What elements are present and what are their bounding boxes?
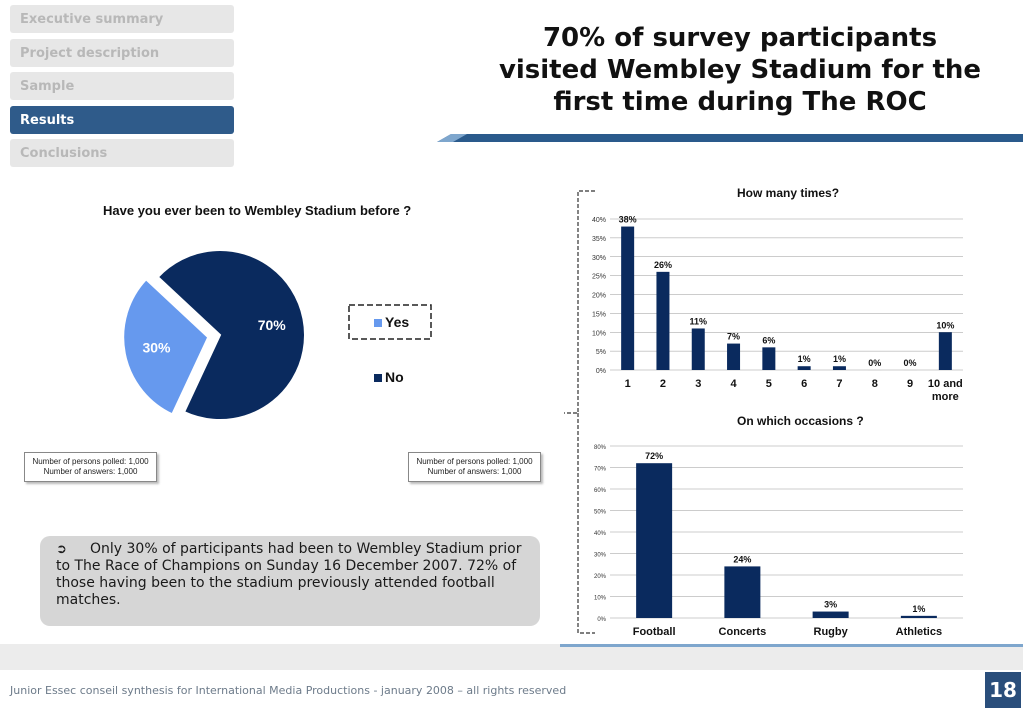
chart-bracket	[564, 190, 595, 634]
arrow-bullet-icon: ➲	[56, 542, 67, 557]
times-data-label: 26%	[654, 260, 672, 270]
times-x-tick: 7	[836, 378, 842, 390]
occasion-data-label: 72%	[645, 451, 663, 461]
pie-label-yes: 30%	[142, 339, 171, 355]
legend-no-swatch	[374, 374, 382, 382]
page-title: 70% of survey participants visited Wembl…	[470, 22, 1010, 118]
occasion-data-label: 1%	[912, 604, 925, 614]
legend-selection-box	[348, 304, 432, 340]
times-x-tick: 9	[907, 378, 913, 390]
times-bar	[621, 226, 635, 370]
pie-poll-note-line1: Number of persons polled: 1,000	[32, 457, 149, 466]
times-x-tick: 3	[695, 378, 701, 390]
occasion-bar	[724, 566, 761, 618]
title-line-1: 70% of survey participants	[542, 23, 938, 53]
times-y-tick: 0%	[596, 368, 606, 375]
times-data-label: 7%	[727, 332, 740, 342]
times-y-tick: 5%	[596, 349, 606, 356]
times-data-label: 1%	[798, 354, 811, 364]
bar-chart-how-many-times: 0%5%10%15%20%25%30%35%40% 38%126%211%37%4…	[592, 215, 963, 403]
times-x-tick: more	[932, 391, 959, 403]
occasion-y-tick: 0%	[597, 617, 606, 623]
times-bar	[797, 366, 811, 370]
nav-results[interactable]: Results	[10, 106, 234, 134]
times-data-label: 1%	[833, 354, 846, 364]
footer-copyright: Junior Essec conseil synthesis for Inter…	[10, 684, 567, 697]
times-x-tick: 1	[625, 378, 631, 390]
pie-chart-title: Have you ever been to Wembley Stadium be…	[103, 203, 412, 218]
times-bar	[727, 343, 741, 370]
summary-text: Only 30% of participants had been to Wem…	[56, 541, 522, 608]
occasion-x-tick: Athletics	[896, 626, 942, 638]
occasion-data-label: 3%	[824, 600, 837, 610]
times-bar	[762, 347, 776, 370]
bar-chart-occasions: 0% 10% 20% 30% 40% 50% 60% 70% 80% 72% Football 24%…	[594, 445, 963, 638]
occasion-bar	[636, 463, 673, 618]
pie-slice-no	[156, 249, 306, 421]
legend-yes-swatch	[374, 319, 382, 327]
occasion-x-tick: Concerts	[719, 626, 767, 638]
times-data-label: 0%	[904, 358, 917, 368]
bar-poll-note-line1: Number of persons polled: 1,000	[416, 457, 533, 466]
nav-executive-summary[interactable]: Executive summary	[10, 5, 234, 33]
pie-legend: Yes No	[348, 304, 432, 385]
times-bar	[832, 366, 846, 370]
times-y-tick: 20%	[592, 293, 606, 300]
occasion-y-tick: 70%	[594, 467, 607, 473]
pie-label-no: 70%	[258, 317, 287, 333]
title-line-3: first time during The ROC	[553, 87, 927, 117]
nav-sample[interactable]: Sample	[10, 72, 234, 100]
times-x-tick: 6	[801, 378, 807, 390]
occasion-y-tick: 20%	[594, 574, 607, 580]
legend-yes-label: Yes	[385, 314, 409, 330]
occasion-y-tick: 60%	[594, 488, 607, 494]
times-y-tick: 25%	[592, 274, 606, 281]
times-bar	[938, 332, 952, 370]
footer-band	[0, 644, 1023, 670]
footer-accent-line	[560, 644, 1023, 647]
occasion-y-tick: 30%	[594, 553, 607, 559]
pie-poll-note-line2: Number of answers: 1,000	[43, 467, 138, 476]
bar-poll-note: Number of persons polled: 1,000 Number o…	[408, 452, 541, 482]
times-x-tick: 5	[766, 378, 772, 390]
occasion-y-tick: 50%	[594, 510, 607, 516]
occasion-y-tick: 40%	[594, 531, 607, 537]
title-underline	[437, 134, 1023, 142]
pie-chart: 30% 70%	[122, 249, 306, 421]
times-x-tick: 2	[660, 378, 666, 390]
occasion-data-label: 24%	[733, 554, 751, 564]
bar-chart-1-title: How many times?	[737, 186, 840, 200]
times-y-tick: 35%	[592, 236, 606, 243]
pie-slice-yes	[122, 277, 210, 416]
bar-poll-note-line2: Number of answers: 1,000	[427, 467, 522, 476]
times-data-label: 11%	[689, 316, 707, 326]
occasion-x-tick: Football	[633, 626, 676, 638]
times-data-label: 10%	[936, 320, 954, 330]
times-x-tick: 4	[730, 378, 737, 390]
times-x-tick: 10 and	[928, 378, 963, 390]
summary-box: ➲ Only 30% of participants had been to We…	[40, 536, 540, 626]
occasion-y-tick: 80%	[594, 445, 607, 451]
bar-chart-2-title: On which occasions ?	[737, 414, 864, 428]
nav-project-description[interactable]: Project description	[10, 39, 234, 67]
occasion-bar	[812, 611, 849, 618]
occasion-y-tick: 10%	[594, 596, 607, 602]
times-y-tick: 40%	[592, 217, 606, 224]
times-y-tick: 15%	[592, 311, 606, 318]
title-line-2: visited Wembley Stadium for the	[498, 55, 982, 85]
occasion-bar	[900, 615, 937, 618]
times-data-label: 0%	[868, 358, 881, 368]
nav-conclusions[interactable]: Conclusions	[10, 139, 234, 167]
times-bar	[656, 271, 670, 370]
pie-poll-note: Number of persons polled: 1,000 Number o…	[24, 452, 157, 482]
times-data-label: 6%	[762, 335, 775, 345]
occasion-x-tick: Rugby	[814, 626, 849, 638]
page-number: 18	[985, 672, 1021, 708]
legend-no-label: No	[385, 369, 404, 385]
times-data-label: 38%	[619, 215, 637, 225]
times-y-tick: 30%	[592, 255, 606, 262]
times-x-tick: 8	[872, 378, 878, 390]
times-y-tick: 10%	[592, 330, 606, 337]
times-bar	[691, 328, 705, 370]
